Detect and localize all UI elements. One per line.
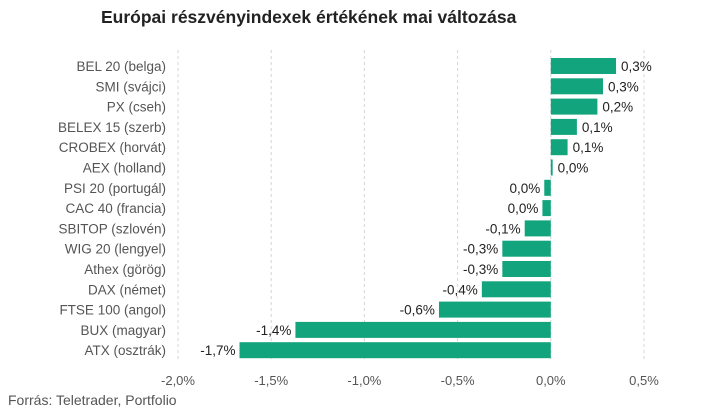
chart-title: Európai részvényindexek értékének mai vá… bbox=[101, 7, 517, 27]
bar bbox=[544, 179, 551, 196]
data-label: 0,0% bbox=[508, 201, 539, 216]
bar bbox=[502, 240, 551, 257]
x-tick-label: -1,5% bbox=[254, 373, 288, 388]
data-label: 0,3% bbox=[621, 59, 652, 74]
category-label: BEL 20 (belga) bbox=[76, 59, 166, 74]
data-label: 0,0% bbox=[558, 161, 589, 176]
category-label: WIG 20 (lengyel) bbox=[65, 242, 166, 257]
data-label: -0,1% bbox=[485, 221, 520, 236]
data-label: 0,2% bbox=[602, 100, 633, 115]
data-label: -0,3% bbox=[463, 262, 498, 277]
category-label: DAX (német) bbox=[88, 282, 166, 297]
bar bbox=[502, 261, 551, 277]
x-tick-label: 0,0% bbox=[536, 373, 566, 388]
category-label: BELEX 15 (szerb) bbox=[58, 120, 166, 135]
category-label: PX (cseh) bbox=[107, 100, 166, 115]
category-label: BUX (magyar) bbox=[80, 323, 166, 338]
bar bbox=[239, 342, 551, 359]
bar bbox=[524, 220, 551, 237]
category-label: PSI 20 (portugál) bbox=[64, 181, 166, 196]
data-label: 0,1% bbox=[582, 120, 613, 135]
bar bbox=[542, 200, 551, 217]
data-label: 0,0% bbox=[509, 181, 540, 196]
bars bbox=[239, 58, 617, 359]
bar bbox=[481, 281, 551, 298]
category-label: Athex (görög) bbox=[84, 262, 166, 277]
category-label: CROBEX (horvát) bbox=[59, 140, 166, 155]
bar bbox=[295, 321, 551, 338]
data-label: 0,1% bbox=[573, 140, 604, 155]
data-label: -1,7% bbox=[200, 343, 235, 358]
bar bbox=[550, 118, 577, 135]
data-label: -1,4% bbox=[256, 323, 291, 338]
bar bbox=[550, 78, 603, 95]
bar bbox=[550, 98, 598, 115]
x-tick-label: -0,5% bbox=[441, 373, 475, 388]
x-tick-label: -2,0% bbox=[161, 373, 195, 388]
category-label: AEX (holland) bbox=[83, 161, 166, 176]
category-label: ATX (osztrák) bbox=[84, 343, 166, 358]
data-label: 0,3% bbox=[608, 79, 639, 94]
labels: -2,0% -1,5% -1,0% -0,5% 0,0% 0,5% BEL 20 (belg… bbox=[58, 59, 659, 388]
bar bbox=[550, 159, 553, 176]
data-label: -0,3% bbox=[463, 242, 498, 257]
bar bbox=[550, 58, 617, 74]
source-note: Forrás: Teletrader, Portfolio bbox=[8, 392, 177, 408]
data-label: -0,6% bbox=[400, 303, 435, 318]
category-label: SBITOP (szlovén) bbox=[58, 221, 166, 236]
bar bbox=[438, 301, 551, 318]
x-tick-label: -1,0% bbox=[347, 373, 381, 388]
category-label: FTSE 100 (angol) bbox=[59, 303, 166, 318]
x-tick-label: 0,5% bbox=[629, 373, 659, 388]
category-label: CAC 40 (francia) bbox=[65, 201, 166, 216]
data-label: -0,4% bbox=[443, 282, 478, 297]
bar bbox=[550, 139, 568, 156]
category-label: SMI (svájci) bbox=[96, 79, 167, 94]
